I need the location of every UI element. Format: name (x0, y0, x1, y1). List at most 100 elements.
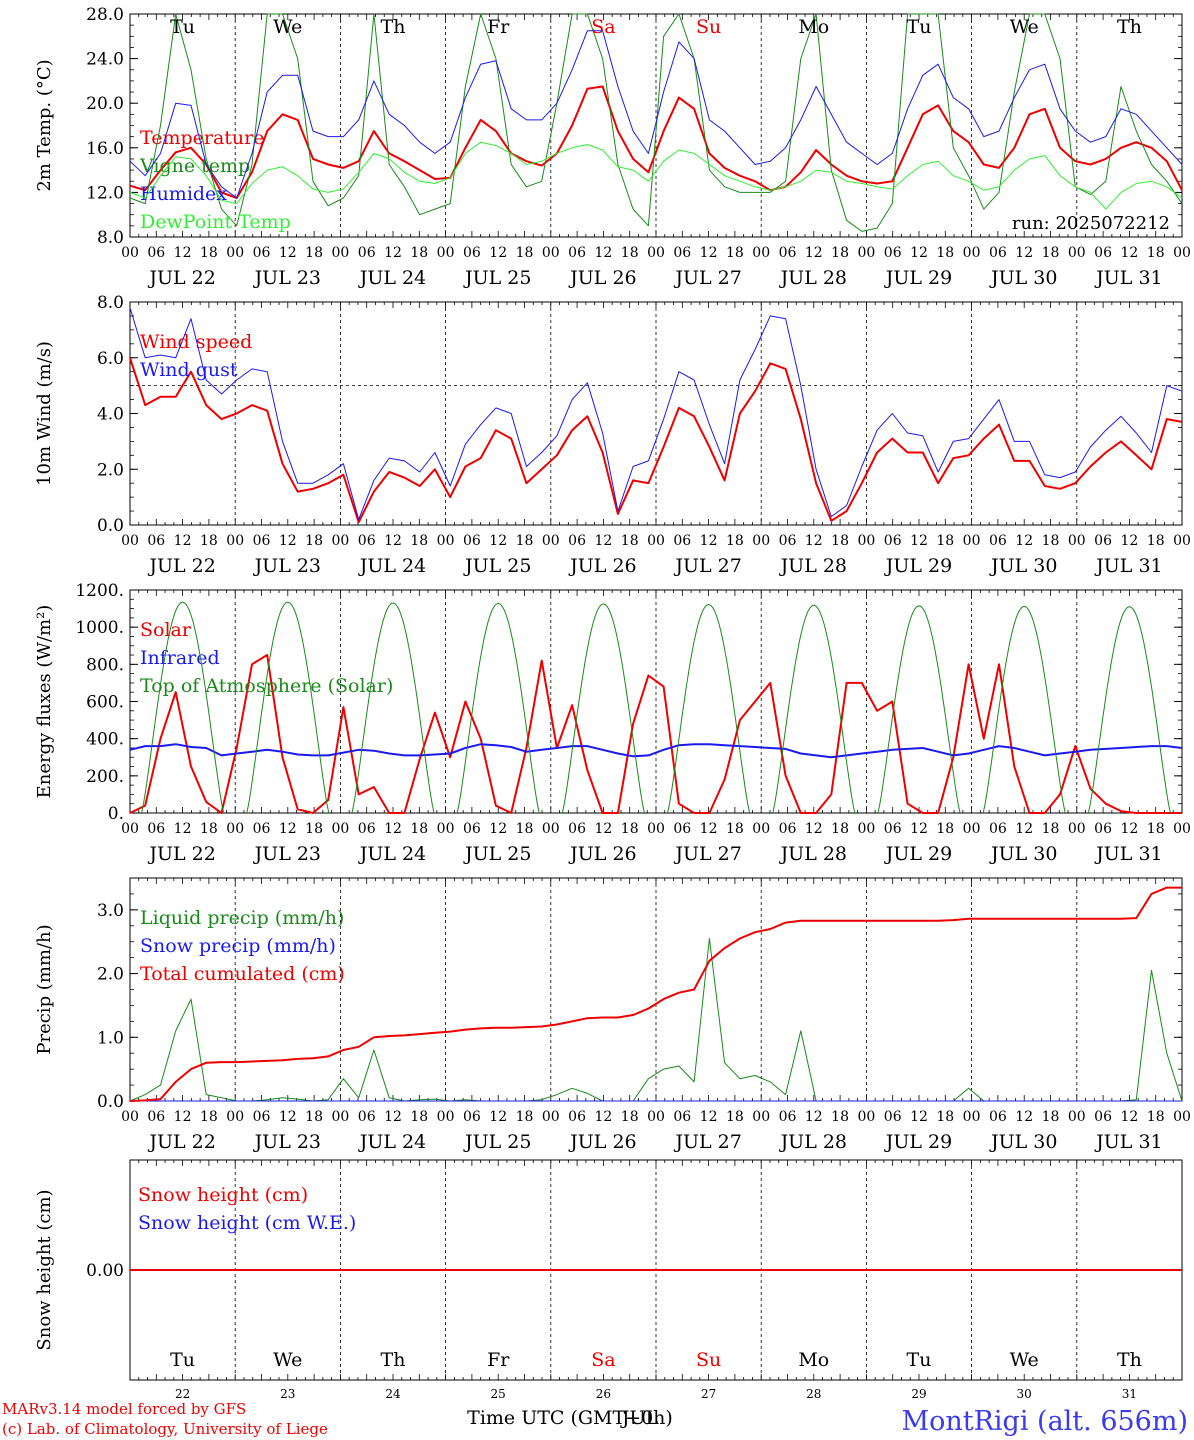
legend-entry: Snow height (cm W.E.) (138, 1212, 356, 1234)
x-hour-label: 06 (253, 821, 271, 837)
x-hour-label: 00 (542, 1109, 560, 1125)
series-line (351, 602, 435, 814)
x-hour-label: 06 (253, 533, 271, 549)
x-hour-label: 12 (700, 245, 718, 261)
legend-entry: Infrared (140, 647, 220, 669)
x-date-label: JUL 30 (989, 843, 1057, 865)
x-hour-label: 00 (437, 245, 455, 261)
x-hour-label: 18 (200, 1109, 218, 1125)
x-hour-label: 18 (936, 1109, 954, 1125)
x-hour-label: 12 (174, 245, 192, 261)
x-hour-label: 00 (857, 245, 875, 261)
x-hour-label: 00 (226, 821, 244, 837)
x-date-label: JUL 25 (463, 555, 531, 577)
x-hour-label: 00 (963, 821, 981, 837)
x-date-label: JUL 23 (253, 843, 321, 865)
x-hour-label: 12 (279, 821, 297, 837)
x-hour-label: 18 (516, 533, 534, 549)
x-hour-label: 00 (542, 821, 560, 837)
x-hour-label: 18 (200, 821, 218, 837)
x-hour-label: 18 (1147, 245, 1165, 261)
x-hour-label: 06 (779, 245, 797, 261)
model-credit: MARv3.14 model forced by GFS (2, 1400, 246, 1418)
y-axis-label: 10m Wind (m/s) (34, 341, 55, 486)
x-date-label: JUL 24 (358, 1131, 426, 1153)
day-number-label: 29 (911, 1387, 926, 1401)
y-tick-label: 28.0 (86, 5, 124, 25)
x-date-label: JUL 30 (989, 1131, 1057, 1153)
x-hour-label: 06 (779, 1109, 797, 1125)
x-date-label: JUL 31 (1094, 1131, 1162, 1153)
x-hour-label: 00 (437, 821, 455, 837)
series-line (561, 603, 645, 814)
x-hour-label: 06 (147, 245, 165, 261)
x-hour-label: 06 (779, 533, 797, 549)
series-line (141, 601, 225, 814)
day-abbr-label: Tu (170, 1349, 195, 1371)
x-date-label: JUL 27 (673, 267, 741, 289)
x-date-label: JUL 26 (568, 843, 636, 865)
x-hour-label: 06 (673, 821, 691, 837)
x-hour-label: 12 (1120, 245, 1138, 261)
x-hour-label: 06 (253, 1109, 271, 1125)
x-hour-label: 00 (437, 1109, 455, 1125)
x-hour-label: 00 (647, 533, 665, 549)
y-tick-label: 6.0 (97, 349, 124, 369)
x-hour-label: 18 (621, 533, 639, 549)
x-hour-label: 12 (805, 533, 823, 549)
x-hour-label: 06 (463, 533, 481, 549)
x-date-label: JUL 28 (779, 843, 847, 865)
y-tick-label: 3.0 (97, 901, 124, 921)
day-number-label: 26 (596, 1387, 611, 1401)
x-hour-label: 06 (884, 245, 902, 261)
x-hour-label: 00 (857, 533, 875, 549)
x-hour-label: 00 (121, 821, 139, 837)
series-line (129, 30, 1183, 199)
legend-entry: Top of Atmosphere (Solar) (140, 675, 393, 697)
day-number-label: 22 (175, 1387, 190, 1401)
x-hour-label: 18 (200, 533, 218, 549)
x-hour-label: 00 (647, 245, 665, 261)
legend-entry: Solar (140, 619, 192, 641)
panel-2: 0.0 2.0 4.0 6.0 8.0 10m Wind (m/s) 00 06 12 18 JUL… (34, 293, 1191, 577)
x-hour-label: 18 (621, 1109, 639, 1125)
x-date-label: JUL 29 (884, 555, 952, 577)
x-hour-label: 00 (752, 533, 770, 549)
y-axis-label: 2m Temp. (°C) (34, 59, 55, 191)
x-hour-label: 12 (279, 533, 297, 549)
x-hour-label: 00 (752, 821, 770, 837)
x-hour-label: 06 (253, 245, 271, 261)
x-hour-label: 12 (594, 533, 612, 549)
legend-entry: Snow height (cm) (138, 1184, 308, 1206)
y-axis-label: Energy fluxes (W/m²) (34, 605, 55, 799)
x-hour-label: 06 (989, 821, 1007, 837)
x-hour-label: 00 (121, 1109, 139, 1125)
y-tick-label: 1000. (75, 618, 124, 638)
x-hour-label: 12 (700, 533, 718, 549)
day-number-label: 31 (1122, 1387, 1137, 1401)
legend-entry: Liquid precip (mm/h) (140, 907, 344, 929)
day-abbr-label: Tu (907, 1349, 932, 1371)
x-date-label: JUL 22 (147, 1131, 215, 1153)
y-tick-label: 0. (108, 804, 124, 824)
x-hour-label: 12 (1015, 821, 1033, 837)
x-hour-label: 18 (305, 821, 323, 837)
x-hour-label: 12 (1015, 245, 1033, 261)
x-date-label: JUL 27 (673, 555, 741, 577)
x-hour-label: 12 (805, 245, 823, 261)
x-hour-label: 18 (410, 1109, 428, 1125)
x-hour-label: 06 (568, 1109, 586, 1125)
x-hour-label: 00 (226, 533, 244, 549)
x-hour-label: 18 (1042, 245, 1060, 261)
x-date-label: JUL 26 (568, 555, 636, 577)
x-hour-label: 12 (384, 245, 402, 261)
x-hour-label: 18 (410, 821, 428, 837)
x-date-label: JUL 31 (1094, 267, 1162, 289)
day-abbr-label: We (1010, 1349, 1039, 1371)
x-hour-label: 00 (647, 821, 665, 837)
series-line (129, 743, 1183, 759)
x-hour-label: 12 (1120, 533, 1138, 549)
x-hour-label: 12 (489, 821, 507, 837)
day-abbr-label: Su (696, 16, 721, 38)
